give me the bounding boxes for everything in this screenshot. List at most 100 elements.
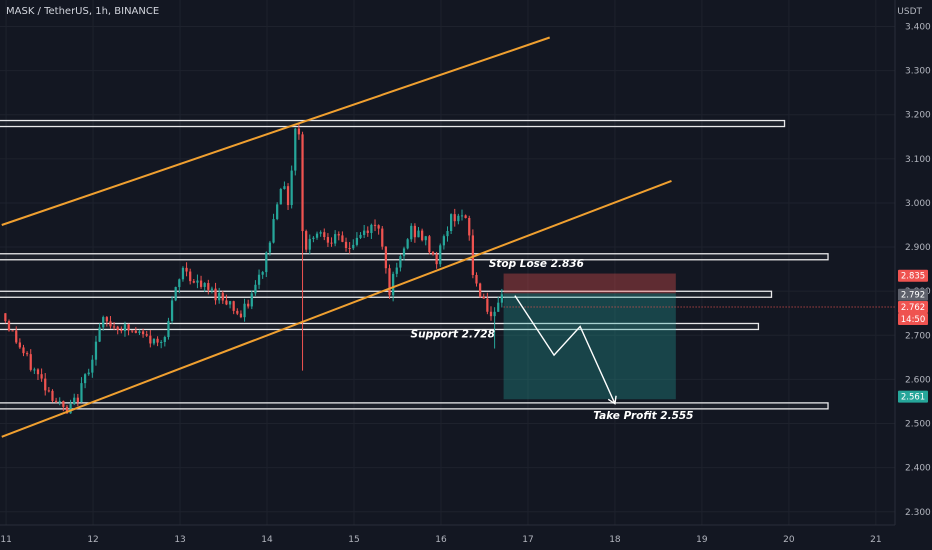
annotation-label: Stop Lose 2.836 [489,258,584,270]
candle-body [109,321,112,327]
candle-body [47,390,50,392]
candle-body [167,321,170,338]
candle-body [236,310,239,314]
candle-body [312,237,315,239]
time-axis-bg [0,525,932,550]
candle-body [152,338,156,344]
x-tick-label: 14 [261,535,273,545]
candle-body [247,303,250,307]
candle-body [276,204,279,220]
projection-path [514,295,617,405]
candle-body [500,294,503,303]
candle-body [127,324,130,331]
x-tick-label: 20 [783,535,795,545]
candle-body [178,279,181,288]
candle-body [334,234,337,244]
candle-body [478,283,482,297]
x-tick-label: 11 [0,535,11,545]
zone-rect [0,322,760,331]
candle-body [352,244,355,249]
candle-body [203,283,206,287]
candle-body [18,342,21,348]
candle-body [493,311,496,317]
y-tick-label: 3.400 [905,22,931,32]
candle-body [210,288,214,290]
candle-body [450,214,453,232]
candle-body [120,330,123,332]
candle-body [232,301,235,311]
candle-body [286,186,290,206]
zone-rect [0,402,829,410]
candle-body [254,284,257,294]
candle-body [29,354,32,370]
y-tick-label: 2.700 [905,331,931,341]
candle-body [11,330,14,332]
candle-body [330,242,333,244]
candle-body [410,225,413,240]
x-tick-label: 16 [435,535,447,545]
candle-body [196,280,199,283]
candle-body [214,288,217,301]
candle-body [359,234,362,238]
candle-body [471,235,474,275]
candle-body [370,224,373,233]
candle-body [261,272,264,275]
candle-body [428,236,431,253]
candle-body [44,378,47,391]
candle-body [319,232,322,234]
candle-body [116,326,119,331]
candle-body [174,287,177,301]
x-tick-label: 15 [348,535,359,545]
candle-body [442,236,445,246]
candle-body [395,267,398,274]
candle-body [7,321,11,331]
candle-body [315,233,319,238]
candle-body [185,267,188,272]
candle-body [83,374,87,384]
price-label-text: 14:50 [901,315,926,325]
candle-body [91,359,94,373]
candle-body [160,342,163,344]
candle-body [102,317,105,328]
y-tick-label: 2.400 [905,464,931,474]
candle-body [207,283,210,290]
candle-body [279,189,282,205]
candle-body [199,280,203,287]
candle-body [22,347,25,354]
candle-body [399,256,402,268]
y-tick-label: 3.300 [905,67,931,77]
candle-body [497,302,500,312]
candle-body [73,397,76,405]
candle-body [145,334,148,336]
candle-body [413,225,417,238]
candle-body [283,186,286,190]
candle-body [228,301,232,305]
candle-body [431,252,435,255]
candle-body [221,292,224,301]
candle-body [112,326,116,328]
candle-body [326,237,330,243]
candle-body [98,327,101,342]
candle-body [392,273,395,296]
candle-body [15,330,18,343]
price-label-tag [898,269,928,282]
candle-body [4,313,7,322]
annotation-label: Support 2.728 [411,329,495,341]
candle-body [355,237,359,245]
zone-rect [0,253,829,261]
price-label-tag [898,390,928,403]
candlesticks [4,123,503,414]
candle-body [62,401,65,407]
candle-body [131,330,134,332]
candle-body [348,247,351,249]
symbol-title: MASK / TetherUS, 1h, BINANCE [6,6,160,17]
y-tick-label: 3.100 [905,155,931,165]
x-tick-label: 21 [870,535,881,545]
candle-body [149,335,152,344]
candle-body [257,274,261,285]
candle-body [58,401,61,403]
price-label-text: 2.792 [901,291,925,301]
price-label-tag [898,312,928,325]
candle-body [268,242,272,253]
